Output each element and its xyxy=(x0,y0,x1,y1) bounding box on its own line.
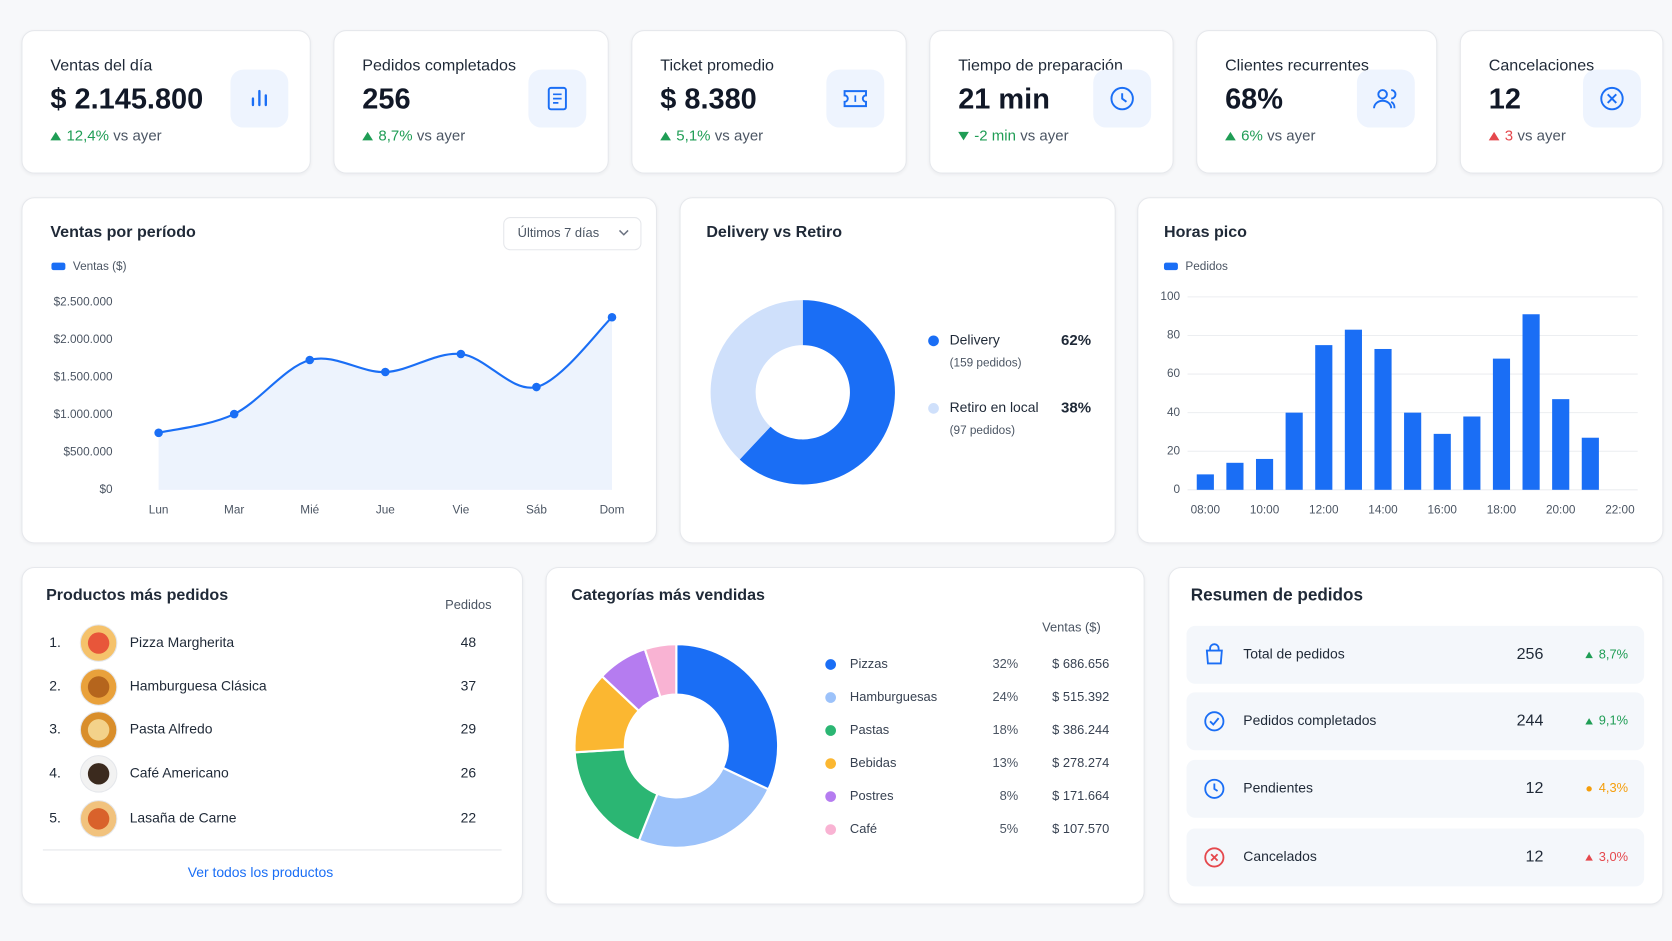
delta-value: 3 xyxy=(1504,126,1514,144)
card: Ticket promedio $ 8.380 5,1% vs ayer xyxy=(631,30,907,174)
trend-arrow xyxy=(50,132,62,141)
card: Pedidos completados 256 8,7% vs ayer xyxy=(333,30,609,174)
card xyxy=(679,197,1116,544)
kpi-value: 68% xyxy=(1225,82,1283,115)
kpi-value: 256 xyxy=(362,82,411,115)
card: Cancelaciones 12 3 vs ayer xyxy=(1459,30,1664,174)
kpi-icon xyxy=(1583,69,1641,128)
delta-value: -2 min xyxy=(974,126,1016,144)
delta-suffix: vs ayer xyxy=(113,126,162,144)
kpi-icon xyxy=(230,69,289,128)
icon xyxy=(843,90,867,108)
kpi-label: Cancelaciones xyxy=(1488,56,1595,76)
icon xyxy=(1110,86,1134,111)
card xyxy=(21,566,524,905)
kpi-label: Pedidos completados xyxy=(362,56,517,76)
kpi-label: Tiempo de preparación xyxy=(958,56,1123,76)
delta-value: 8,7% xyxy=(378,126,413,144)
delta-suffix: vs ayer xyxy=(1517,126,1566,144)
card xyxy=(545,566,1145,905)
kpi-delta: 8,7% vs ayer xyxy=(362,126,466,144)
kpi-value: 12 xyxy=(1488,82,1521,115)
trend-arrow xyxy=(1225,132,1236,141)
kpi-label: Ventas del día xyxy=(50,56,153,76)
card xyxy=(1137,197,1664,544)
kpi-value: $ 2.145.800 xyxy=(50,82,204,115)
delta-value: 6% xyxy=(1241,126,1263,144)
delta-suffix: vs ayer xyxy=(714,126,764,144)
delta-value: 12,4% xyxy=(66,126,110,144)
kpi-icon xyxy=(826,69,885,128)
card: Clientes recurrentes 68% 6% vs ayer xyxy=(1196,30,1438,174)
delta-suffix: vs ayer xyxy=(1020,126,1069,144)
kpi-delta: 5,1% vs ayer xyxy=(660,126,764,144)
kpi-icon xyxy=(528,69,587,128)
kpi-icon xyxy=(1093,69,1152,128)
card: Ventas del día $ 2.145.800 12,4% vs ayer xyxy=(21,30,311,174)
kpi-delta: 12,4% vs ayer xyxy=(50,126,162,144)
trend-arrow xyxy=(958,132,969,141)
kpi-label: Clientes recurrentes xyxy=(1225,56,1369,76)
icon xyxy=(547,86,567,111)
icon xyxy=(251,89,267,107)
kpi-label: Ticket promedio xyxy=(660,56,775,76)
kpi-icon xyxy=(1356,69,1415,128)
kpi-value: $ 8.380 xyxy=(660,82,757,115)
kpi-delta: 3 vs ayer xyxy=(1488,126,1566,144)
icon xyxy=(1600,86,1624,111)
delta-value: 5,1% xyxy=(676,126,711,144)
card xyxy=(1168,566,1664,905)
delta-suffix: vs ayer xyxy=(416,126,466,144)
card: Tiempo de preparación 21 min -2 min vs ayer xyxy=(929,30,1174,174)
kpi-value: 21 min xyxy=(958,82,1050,115)
trend-arrow xyxy=(1488,132,1500,141)
kpi-delta: -2 min vs ayer xyxy=(958,126,1069,144)
trend-arrow xyxy=(660,132,671,141)
delta-suffix: vs ayer xyxy=(1267,126,1316,144)
icon xyxy=(1373,89,1397,109)
kpi-delta: 6% vs ayer xyxy=(1225,126,1316,144)
trend-arrow xyxy=(362,132,373,141)
card xyxy=(21,197,658,544)
